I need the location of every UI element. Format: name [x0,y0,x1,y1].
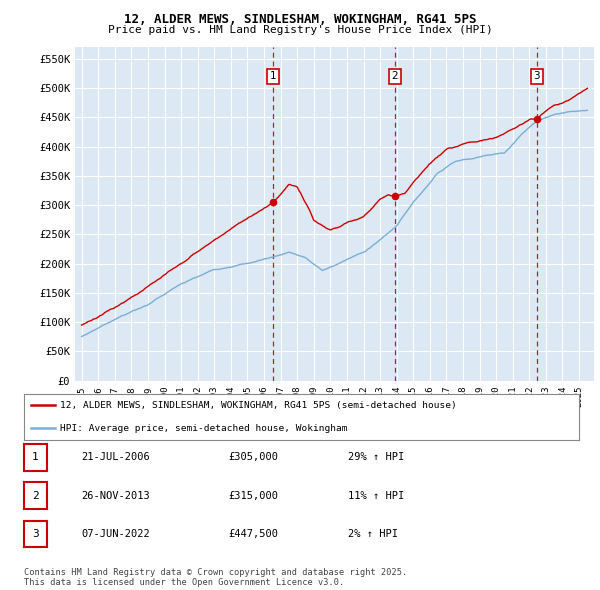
Text: 3: 3 [533,71,540,81]
Text: HPI: Average price, semi-detached house, Wokingham: HPI: Average price, semi-detached house,… [60,424,347,432]
Text: 2: 2 [32,491,39,500]
Text: 12, ALDER MEWS, SINDLESHAM, WOKINGHAM, RG41 5PS (semi-detached house): 12, ALDER MEWS, SINDLESHAM, WOKINGHAM, R… [60,401,457,409]
Text: Contains HM Land Registry data © Crown copyright and database right 2025.
This d: Contains HM Land Registry data © Crown c… [24,568,407,587]
Text: 1: 1 [270,71,277,81]
Text: 29% ↑ HPI: 29% ↑ HPI [348,453,404,462]
Text: £305,000: £305,000 [228,453,278,462]
Text: 3: 3 [32,529,39,539]
Text: 11% ↑ HPI: 11% ↑ HPI [348,491,404,500]
Text: 21-JUL-2006: 21-JUL-2006 [81,453,150,462]
Text: 2% ↑ HPI: 2% ↑ HPI [348,529,398,539]
Text: £447,500: £447,500 [228,529,278,539]
Text: 26-NOV-2013: 26-NOV-2013 [81,491,150,500]
Text: 2: 2 [392,71,398,81]
Text: 1: 1 [32,453,39,462]
Text: 12, ALDER MEWS, SINDLESHAM, WOKINGHAM, RG41 5PS: 12, ALDER MEWS, SINDLESHAM, WOKINGHAM, R… [124,13,476,26]
Text: Price paid vs. HM Land Registry's House Price Index (HPI): Price paid vs. HM Land Registry's House … [107,25,493,35]
Text: £315,000: £315,000 [228,491,278,500]
Text: 07-JUN-2022: 07-JUN-2022 [81,529,150,539]
